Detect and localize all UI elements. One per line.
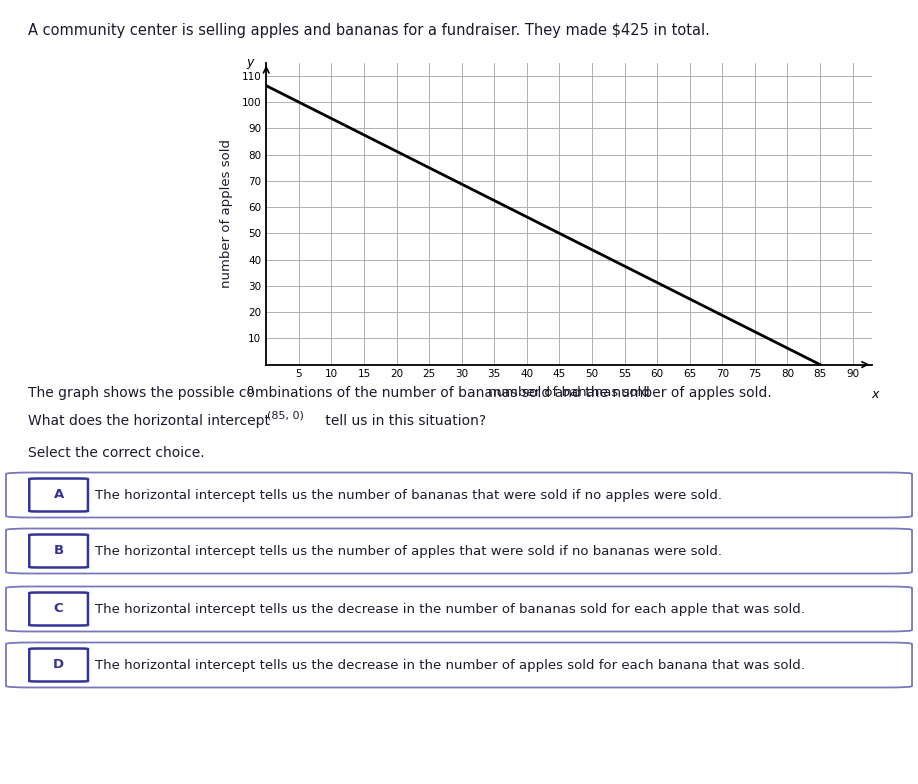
FancyBboxPatch shape [29,478,88,511]
Text: 0: 0 [246,386,253,396]
FancyBboxPatch shape [6,473,912,517]
FancyBboxPatch shape [29,535,88,568]
Text: A: A [53,488,63,502]
Text: The horizontal intercept tells us the decrease in the number of bananas sold for: The horizontal intercept tells us the de… [95,602,805,615]
Text: The horizontal intercept tells us the decrease in the number of apples sold for : The horizontal intercept tells us the de… [95,659,805,672]
X-axis label: number of bananas sold: number of bananas sold [488,387,650,399]
Text: (85, 0): (85, 0) [266,411,304,420]
Text: B: B [53,545,63,557]
Text: The horizontal intercept tells us the number of bananas that were sold if no app: The horizontal intercept tells us the nu… [95,488,722,502]
Text: A community center is selling apples and bananas for a fundraiser. They made $42: A community center is selling apples and… [28,24,710,38]
FancyBboxPatch shape [6,586,912,631]
Text: What does the horizontal intercept: What does the horizontal intercept [28,414,274,428]
FancyBboxPatch shape [29,648,88,681]
FancyBboxPatch shape [29,593,88,626]
Text: Select the correct choice.: Select the correct choice. [28,446,204,460]
Text: D: D [53,659,64,672]
Text: x: x [872,388,879,401]
Text: tell us in this situation?: tell us in this situation? [321,414,486,428]
Text: The horizontal intercept tells us the number of apples that were sold if no bana: The horizontal intercept tells us the nu… [95,545,722,557]
Text: C: C [54,602,63,615]
Y-axis label: number of apples sold: number of apples sold [220,139,233,289]
FancyBboxPatch shape [6,528,912,574]
Text: The graph shows the possible combinations of the number of bananas sold and the : The graph shows the possible combination… [28,386,771,400]
FancyBboxPatch shape [6,643,912,688]
Text: y: y [246,56,253,69]
